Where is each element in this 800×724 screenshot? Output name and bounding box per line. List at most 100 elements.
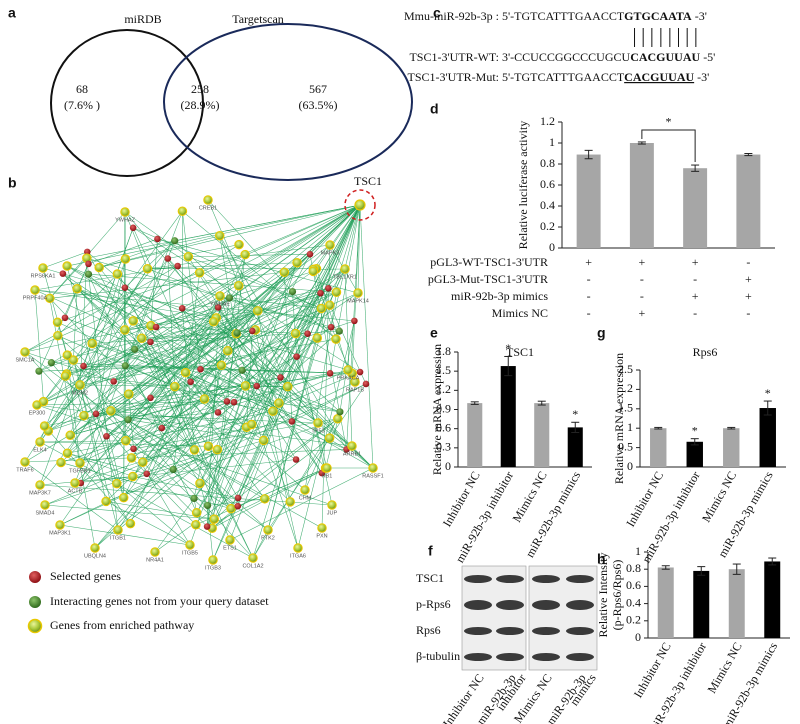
venn-set-label: miRDB bbox=[124, 12, 161, 26]
gene-label: PXN bbox=[316, 533, 327, 539]
network-node bbox=[60, 371, 71, 381]
y-tick-label: 0.4 bbox=[540, 198, 555, 212]
bar bbox=[736, 154, 761, 248]
network-edge bbox=[154, 418, 338, 553]
condition-label: miR-92b-3p mimics bbox=[451, 289, 548, 303]
network-edge bbox=[110, 410, 323, 529]
network-node bbox=[335, 327, 343, 335]
network-node bbox=[233, 329, 241, 337]
bar bbox=[657, 567, 674, 638]
network-edge bbox=[79, 384, 107, 502]
gene-label: MAPK3 bbox=[321, 250, 340, 256]
network-edge bbox=[36, 204, 361, 406]
network-node bbox=[85, 260, 92, 268]
network-node bbox=[65, 430, 75, 441]
network-node bbox=[353, 288, 363, 298]
network-node bbox=[331, 334, 341, 344]
sequence: 5'-TGTCATTTGAACCTGTGCAATA -3' bbox=[502, 9, 707, 23]
gene-label: MAPK14 bbox=[347, 298, 369, 304]
network-node bbox=[215, 291, 225, 301]
y-tick-label: 2 bbox=[627, 381, 633, 395]
chart-title: TSC1 bbox=[506, 345, 534, 359]
y-tick-label: 1.5 bbox=[618, 401, 633, 415]
y-axis-label: Relative mRNA expression bbox=[430, 344, 444, 475]
network-node bbox=[195, 478, 205, 489]
venn-percent: (63.5%) bbox=[299, 98, 338, 112]
network-node bbox=[223, 398, 231, 405]
network-edge bbox=[124, 211, 189, 257]
y-tick-label: 0.6 bbox=[626, 578, 641, 592]
y-tick-label: 0.3 bbox=[436, 440, 451, 454]
network-node bbox=[30, 285, 40, 295]
sequence-part: -5' bbox=[700, 50, 715, 64]
network-edge bbox=[117, 310, 258, 531]
bar bbox=[650, 428, 667, 467]
gene-label: TBL1XR1 bbox=[333, 274, 357, 280]
network-node bbox=[121, 362, 129, 370]
gene-label: PTK2 bbox=[261, 535, 275, 541]
network-edge bbox=[313, 269, 367, 385]
bar bbox=[693, 570, 710, 638]
network-edge bbox=[39, 258, 169, 443]
network-edge bbox=[329, 204, 361, 374]
network-edge bbox=[34, 289, 355, 322]
y-tick-label: 0.8 bbox=[540, 156, 555, 170]
network-edge bbox=[74, 426, 247, 484]
blot-band bbox=[532, 653, 560, 661]
network-edge bbox=[69, 435, 131, 524]
network-edge bbox=[267, 383, 367, 531]
network-edge bbox=[44, 326, 157, 427]
network-edge bbox=[105, 418, 338, 502]
network-edge bbox=[206, 204, 361, 527]
network-edge bbox=[36, 404, 353, 447]
network-edge bbox=[92, 332, 238, 344]
network-node bbox=[38, 263, 48, 273]
network-node bbox=[20, 457, 30, 467]
network-node bbox=[20, 347, 30, 357]
y-tick-label: 2.5 bbox=[618, 362, 633, 376]
network-node bbox=[154, 235, 161, 243]
network-node bbox=[283, 381, 293, 392]
network-edge bbox=[110, 410, 265, 500]
network-edge bbox=[154, 427, 247, 553]
network-edge bbox=[125, 365, 201, 484]
network-edge bbox=[150, 307, 219, 326]
network-edge bbox=[124, 240, 175, 288]
gene-label: ITGB5 bbox=[182, 550, 198, 556]
network-node bbox=[194, 268, 205, 278]
network-node bbox=[347, 441, 357, 451]
network-edge bbox=[74, 459, 297, 484]
network-edge bbox=[70, 398, 205, 436]
network-edge bbox=[167, 244, 240, 259]
network-node bbox=[306, 250, 314, 258]
network-edge bbox=[181, 308, 228, 402]
network-edge bbox=[128, 204, 361, 395]
condition-mark: - bbox=[746, 255, 750, 269]
network-edge bbox=[217, 333, 296, 413]
network-node bbox=[343, 365, 353, 375]
network-edge bbox=[124, 211, 148, 269]
network-node bbox=[252, 306, 263, 316]
gene-label: YWHAE bbox=[210, 301, 231, 307]
network-node bbox=[87, 338, 97, 349]
network-node bbox=[110, 378, 117, 385]
blot-panel bbox=[528, 565, 598, 671]
network-edge bbox=[67, 410, 273, 454]
y-tick-label: 0.8 bbox=[626, 561, 641, 575]
y-tick-label: 0.6 bbox=[436, 420, 451, 434]
network-edge bbox=[38, 325, 152, 372]
network-node bbox=[331, 287, 342, 298]
gene-label: RASSF1 bbox=[362, 473, 383, 479]
panel-label: a bbox=[8, 5, 16, 21]
network-node bbox=[80, 362, 87, 370]
network-edge bbox=[73, 288, 78, 361]
blot-band bbox=[464, 653, 492, 661]
network-edge bbox=[94, 370, 243, 549]
y-tick-label: 0.6 bbox=[540, 177, 555, 191]
network-node bbox=[178, 304, 186, 312]
network-node bbox=[240, 249, 250, 260]
network-edge bbox=[79, 253, 311, 464]
network-node bbox=[35, 367, 43, 375]
network-edge bbox=[229, 467, 374, 541]
network-edge bbox=[92, 343, 340, 413]
